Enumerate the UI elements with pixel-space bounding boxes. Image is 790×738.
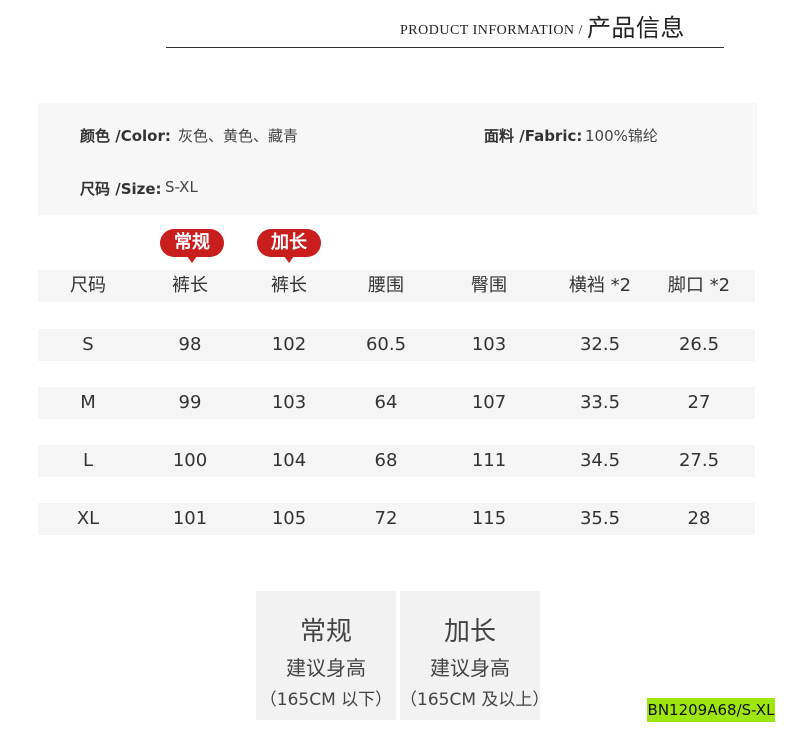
table-cell: S bbox=[82, 334, 94, 355]
color-value: 灰色、黄色、藏青 bbox=[178, 127, 299, 145]
recommend-label: 建议身高 bbox=[430, 656, 510, 680]
table-cell: 111 bbox=[471, 450, 507, 471]
fabric-value: 100%锦纶 bbox=[585, 127, 658, 145]
table-cell: 103 bbox=[271, 392, 307, 413]
table-cell: 100 bbox=[172, 450, 208, 471]
table-cell: 98 bbox=[178, 334, 202, 355]
size-label: 尺码 /Size: bbox=[80, 180, 162, 198]
table-cell: 26.5 bbox=[678, 334, 720, 355]
table-cell: L bbox=[82, 450, 94, 471]
table-cell: 103 bbox=[471, 334, 507, 355]
header-cell: 尺码 bbox=[70, 275, 106, 296]
size-value: S-XL bbox=[165, 178, 198, 196]
table-cell: 104 bbox=[271, 450, 307, 471]
color-label: 颜色 /Color: bbox=[80, 127, 171, 145]
recommend-label: 建议身高 bbox=[286, 656, 366, 680]
table-cell: 101 bbox=[172, 508, 208, 529]
title-cn: 产品信息 bbox=[586, 16, 685, 42]
table-cell: 107 bbox=[471, 392, 507, 413]
header-cell: 脚口 *2 bbox=[667, 275, 731, 296]
table-cell: 34.5 bbox=[579, 450, 621, 471]
sku-tag: BN1209A68/S-XL bbox=[647, 698, 775, 722]
page-title: PRODUCT INFORMATION / 产品信息 bbox=[400, 8, 685, 43]
recommend-name: 加长 bbox=[443, 617, 496, 647]
table-cell: 72 bbox=[374, 508, 398, 529]
info-panel: 颜色 /Color: 灰色、黄色、藏青 面料 /Fabric: 100%锦纶 尺… bbox=[38, 103, 757, 215]
badge-long: 加长 bbox=[257, 229, 321, 263]
table-cell: 102 bbox=[271, 334, 307, 355]
recommend-name: 常规 bbox=[299, 617, 352, 647]
fabric-label: 面料 /Fabric: bbox=[484, 127, 583, 145]
header-cell: 臀围 bbox=[471, 275, 507, 296]
table-cell: M bbox=[80, 392, 96, 413]
recommend-long: 加长 建议身高 （165CM 及以上） bbox=[400, 591, 550, 720]
table-cell: XL bbox=[76, 508, 100, 529]
table-row: XL 101 105 72 115 35.5 28 bbox=[38, 503, 755, 535]
table-row: M 99 103 64 107 33.5 27 bbox=[38, 387, 755, 419]
title-en: PRODUCT INFORMATION / bbox=[400, 23, 583, 38]
recommend-regular: 常规 建议身高 （165CM 以下） bbox=[256, 591, 396, 720]
divider bbox=[166, 47, 724, 48]
badge-regular: 常规 bbox=[160, 229, 224, 263]
table-cell: 32.5 bbox=[579, 334, 621, 355]
table-cell: 27.5 bbox=[678, 450, 720, 471]
header-cell: 横裆 *2 bbox=[568, 275, 632, 296]
header-cell: 裤长 bbox=[271, 275, 307, 296]
recommend-range: （165CM 及以上） bbox=[400, 690, 550, 710]
table-cell: 27 bbox=[687, 392, 711, 413]
table-row: L 100 104 68 111 34.5 27.5 bbox=[38, 445, 755, 477]
header-cell: 腰围 bbox=[368, 275, 404, 296]
recommend-range: （165CM 以下） bbox=[259, 690, 393, 710]
table-cell: 99 bbox=[178, 392, 202, 413]
table-cell: 105 bbox=[271, 508, 307, 529]
table-cell: 60.5 bbox=[365, 334, 407, 355]
table-cell: 28 bbox=[687, 508, 711, 529]
table-row: S 98 102 60.5 103 32.5 26.5 bbox=[38, 329, 755, 361]
table-header: 尺码 裤长 裤长 腰围 臀围 横裆 *2 脚口 *2 bbox=[38, 270, 755, 302]
table-cell: 64 bbox=[374, 392, 398, 413]
table-cell: 68 bbox=[374, 450, 398, 471]
table-cell: 35.5 bbox=[579, 508, 621, 529]
table-cell: 33.5 bbox=[579, 392, 621, 413]
table-cell: 115 bbox=[471, 508, 507, 529]
header-cell: 裤长 bbox=[172, 275, 208, 296]
